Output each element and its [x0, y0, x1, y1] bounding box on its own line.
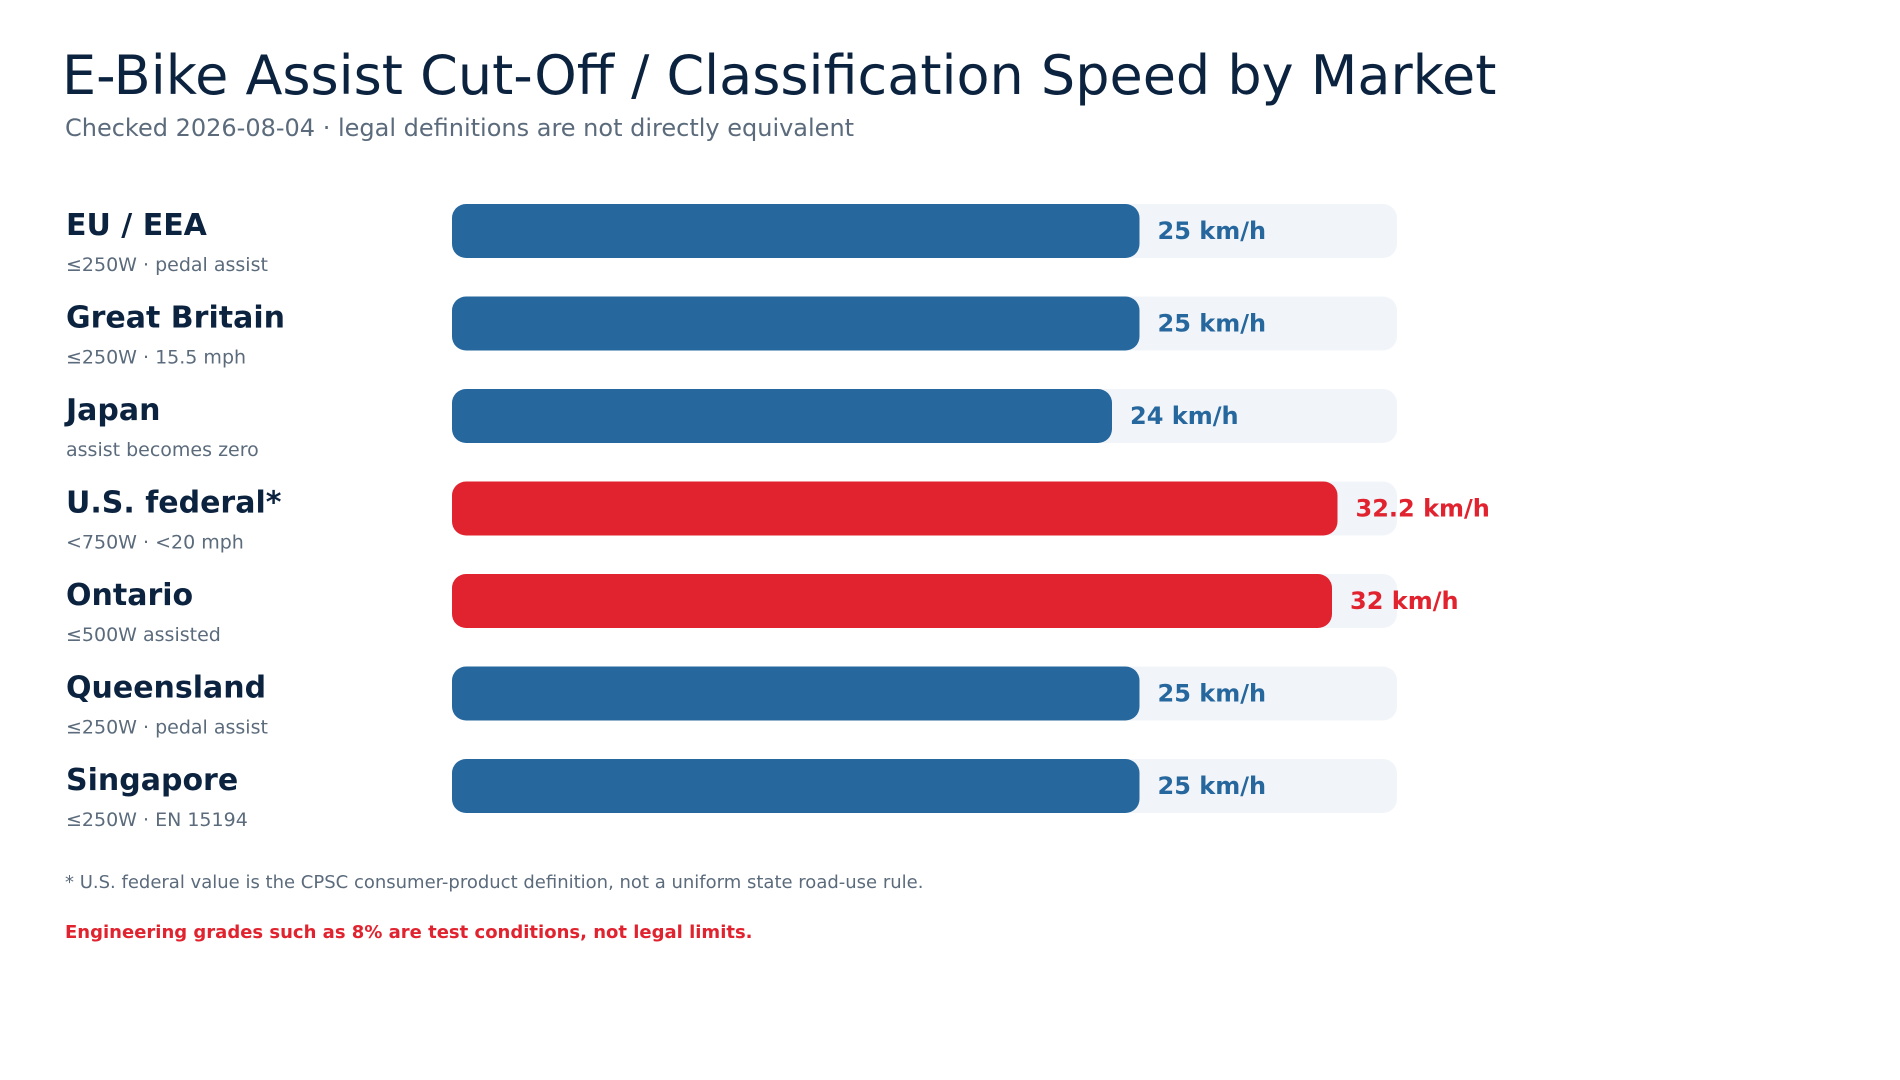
bar	[452, 759, 1140, 813]
bar	[452, 389, 1112, 443]
category-note: <750W · <20 mph	[66, 532, 244, 554]
footnote: * U.S. federal value is the CPSC consume…	[65, 872, 924, 893]
value-label: 25 km/h	[1158, 217, 1267, 245]
value-label: 25 km/h	[1158, 772, 1267, 800]
category-label: Singapore	[66, 763, 238, 798]
chart-subtitle: Checked 2026-08-04 · legal definitions a…	[65, 114, 855, 142]
category-label: Queensland	[66, 671, 266, 706]
value-label: 32.2 km/h	[1356, 495, 1490, 523]
value-label: 25 km/h	[1158, 310, 1267, 338]
category-note: ≤500W assisted	[66, 624, 221, 646]
category-note: assist becomes zero	[66, 439, 259, 461]
bar	[452, 204, 1140, 258]
warning-note: Engineering grades such as 8% are test c…	[65, 922, 753, 943]
value-label: 32 km/h	[1350, 587, 1459, 615]
category-label: U.S. federal*	[66, 486, 282, 521]
category-note: ≤250W · pedal assist	[66, 254, 268, 276]
bar	[452, 574, 1332, 628]
category-note: ≤250W · pedal assist	[66, 717, 268, 739]
category-note: ≤250W · EN 15194	[66, 809, 248, 831]
bar	[452, 666, 1140, 721]
value-label: 25 km/h	[1158, 680, 1267, 708]
bar	[452, 296, 1140, 351]
category-label: Japan	[64, 393, 160, 428]
category-label: EU / EEA	[66, 208, 208, 243]
category-label: Ontario	[66, 578, 193, 613]
chart-title: E-Bike Assist Cut-Off / Classification S…	[62, 44, 1497, 107]
category-note: ≤250W · 15.5 mph	[66, 347, 246, 369]
category-label: Great Britain	[66, 301, 285, 336]
value-label: 24 km/h	[1130, 402, 1239, 430]
bar	[452, 481, 1338, 536]
